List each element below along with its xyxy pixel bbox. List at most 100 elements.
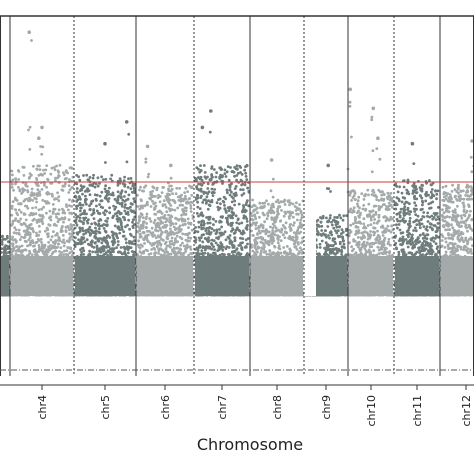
snp-point [64,225,68,229]
snp-point [89,243,93,247]
snp-point [18,238,22,242]
snp-point [127,218,130,222]
snp-point [154,226,158,229]
snp-point [67,208,70,212]
snp-point [149,205,153,208]
snp-point [70,235,74,238]
snp-point [105,234,109,238]
snp-point [50,235,54,239]
snp-point [210,187,214,191]
snp-point [31,219,35,222]
snp-point [179,199,183,202]
snp-point [68,232,71,236]
snp-point [179,244,183,247]
snp-point [17,170,21,173]
snp-point [112,204,115,208]
snp-point [232,212,235,216]
snp-point [47,246,51,250]
snp-point [104,177,108,181]
snp-point [235,167,239,171]
snp-point [36,164,40,168]
snp-point [119,195,123,199]
snp-point [16,249,20,253]
snp-point [45,253,49,257]
snp-point [195,212,199,215]
snp-point [82,236,86,240]
snp-point [157,252,161,255]
snp-point [70,250,74,253]
snp-point [152,221,156,225]
snp-point [84,194,87,198]
snp-point [101,178,105,182]
snp-point [119,192,123,195]
snp-point [30,239,33,243]
snp-point [111,216,115,220]
snp-point [35,240,39,244]
snp-point [164,247,168,251]
snp-point [186,236,190,240]
snp-point [143,242,146,245]
snp-point [174,222,178,226]
snp-point [189,206,193,210]
snp-point [37,244,41,247]
dense-point-band [11,256,73,296]
snp-point [113,197,117,201]
snp-point [196,200,200,204]
snp-point [52,207,56,211]
snp-point [163,250,167,254]
snp-point [14,182,17,186]
snp-point [85,202,88,206]
snp-point [189,236,193,240]
snp-point [99,205,103,209]
snp-point [162,199,166,203]
snp-point [80,220,83,223]
snp-point [159,210,163,214]
snp-point [35,168,39,171]
snp-point [52,230,55,234]
snp-point [21,187,25,191]
snp-point [94,241,97,244]
snp-point [74,195,78,199]
snp-point [98,203,101,206]
snp-point [45,185,48,189]
snp-point [188,184,191,188]
snp-point [85,219,89,223]
snp-point [206,182,210,186]
snp-point [38,230,42,234]
snp-point [49,218,53,222]
snp-point [206,187,210,190]
snp-point [172,232,176,236]
snp-point [70,205,74,208]
snp-point [129,232,132,236]
snp-point [181,241,184,245]
snp-point [96,176,100,180]
snp-point [87,242,90,246]
snp-point [212,229,216,232]
snp-point [132,250,136,254]
snp-point [182,199,185,203]
snp-point [31,206,34,210]
snp-point [116,183,120,187]
snp-point [148,217,152,221]
snp-point [35,252,39,256]
snp-point [168,227,172,231]
snp-point [24,218,28,222]
snp-point [77,195,81,198]
snp-point [116,243,120,247]
snp-point [83,190,87,193]
snp-point [11,249,15,253]
snp-point [182,211,186,215]
snp-point [144,217,148,221]
snp-point [136,221,140,225]
snp-point [43,172,46,175]
snp-point [17,232,21,236]
snp-point [82,174,85,177]
snp-point [20,244,24,248]
snp-point [136,205,140,208]
snp-point [45,202,48,205]
snp-point [110,173,114,177]
snp-point [40,241,43,244]
snp-point [118,231,122,235]
snp-point [214,232,218,236]
snp-point [1,238,4,242]
